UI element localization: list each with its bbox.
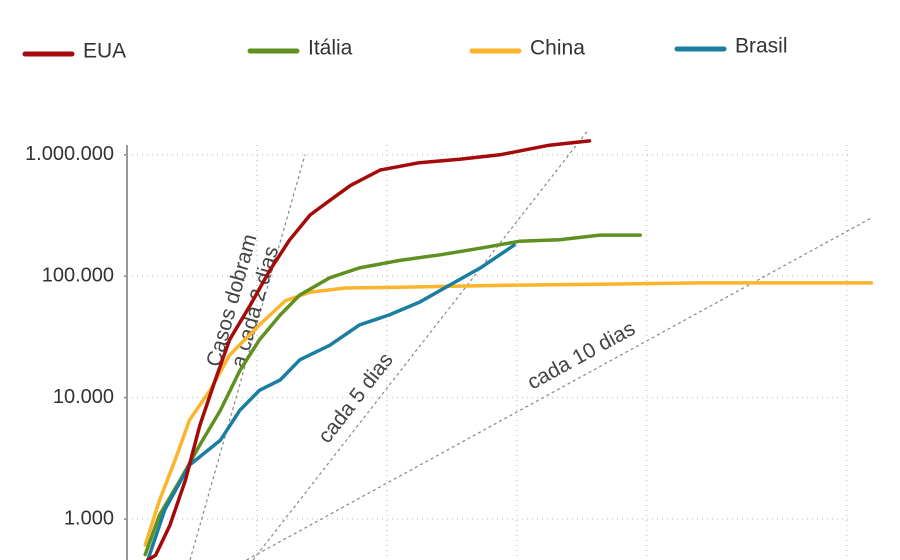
legend-label: Brasil [735,35,788,58]
series-line [143,233,642,557]
y-tick-label: 1.000.000 [25,143,114,165]
reference-label: cada 10 dias [524,317,640,394]
reference-line [252,129,589,560]
reference-line [246,217,872,560]
series-line [146,139,592,560]
y-tick-label: 10.000 [53,386,114,408]
legend-label: China [530,37,585,60]
legend-label: Itália [308,37,353,60]
series-line [143,281,874,547]
y-tick-label: 100.000 [42,264,114,286]
legend-label: EUA [83,40,126,63]
series-line [146,243,516,560]
reference-label: cada 5 dias [314,349,398,448]
y-tick-label: 1.000 [64,507,114,529]
